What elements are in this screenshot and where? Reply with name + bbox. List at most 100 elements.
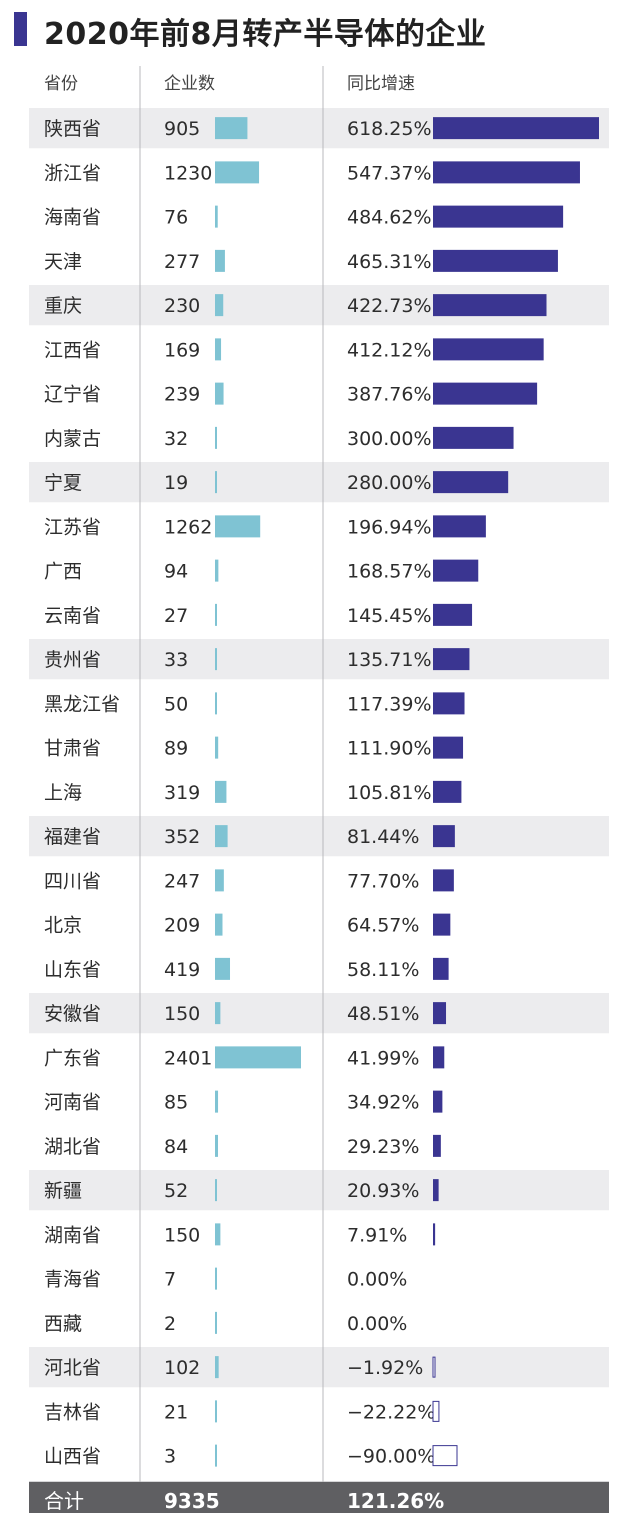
- growth-label: 20.93%: [347, 1180, 419, 1202]
- count-bar: [215, 1046, 301, 1069]
- growth-bar-negative: [432, 1445, 458, 1467]
- count-bar: [215, 736, 219, 759]
- chart-title: 2020年前8月转产半导体的企业: [44, 17, 487, 52]
- growth-bar: [433, 559, 479, 582]
- count-label: 209: [164, 915, 200, 937]
- growth-bar: [433, 957, 449, 980]
- total-count: 9335: [164, 1489, 220, 1513]
- growth-bar: [433, 1002, 447, 1025]
- growth-label: 547.37%: [347, 162, 432, 184]
- province-label: 云南省: [44, 605, 101, 627]
- growth-bar: [433, 913, 451, 936]
- row-band: [29, 639, 609, 680]
- growth-label: 0.00%: [347, 1313, 407, 1335]
- province-label: 河南省: [44, 1092, 101, 1114]
- growth-bar: [433, 515, 486, 538]
- province-label: 江西省: [44, 339, 101, 361]
- growth-label: 58.11%: [347, 959, 419, 981]
- count-bar: [215, 515, 261, 538]
- column-header-growth: 同比增速: [347, 74, 415, 94]
- growth-bar: [433, 161, 580, 184]
- growth-bar: [433, 648, 470, 671]
- count-label: 277: [164, 251, 200, 273]
- province-label: 江苏省: [44, 516, 101, 538]
- count-label: 7: [164, 1269, 176, 1291]
- province-label: 河北省: [44, 1357, 101, 1379]
- growth-label: −22.22%: [347, 1401, 435, 1423]
- growth-bar: [433, 426, 514, 449]
- growth-bar: [433, 869, 454, 892]
- count-bar: [215, 338, 222, 361]
- growth-bar: [433, 1179, 439, 1202]
- count-label: 2401: [164, 1047, 212, 1069]
- count-label: 419: [164, 959, 200, 981]
- province-label: 广东省: [44, 1047, 101, 1069]
- count-label: 1230: [164, 162, 212, 184]
- growth-bar: [433, 692, 465, 715]
- growth-bar: [433, 382, 538, 405]
- count-label: 239: [164, 384, 200, 406]
- count-bar: [215, 1400, 217, 1423]
- count-label: 905: [164, 118, 200, 140]
- province-label: 吉林省: [44, 1401, 101, 1423]
- growth-bar-negative: [432, 1400, 440, 1422]
- province-label: 福建省: [44, 826, 101, 848]
- province-label: 重庆: [44, 295, 82, 317]
- growth-bar: [433, 294, 547, 317]
- province-label: 内蒙古: [44, 428, 101, 450]
- growth-label: 0.00%: [347, 1269, 407, 1291]
- column-header-count: 企业数: [164, 74, 215, 94]
- growth-bar: [433, 736, 464, 759]
- growth-label: 387.76%: [347, 384, 432, 406]
- count-label: 89: [164, 738, 188, 760]
- count-bar: [215, 1090, 219, 1113]
- count-label: 150: [164, 1224, 200, 1246]
- growth-label: 196.94%: [347, 516, 432, 538]
- count-label: 94: [164, 561, 188, 583]
- growth-label: 64.57%: [347, 915, 419, 937]
- province-label: 山西省: [44, 1446, 101, 1468]
- title-accent-bar: [14, 12, 27, 46]
- province-label: 海南省: [44, 207, 101, 229]
- row-band: [29, 816, 609, 857]
- province-label: 浙江省: [44, 162, 101, 184]
- count-bar: [215, 117, 248, 140]
- growth-label: 7.91%: [347, 1224, 407, 1246]
- growth-label: 465.31%: [347, 251, 432, 273]
- count-label: 2: [164, 1313, 176, 1335]
- row-band: [29, 1347, 609, 1388]
- growth-bar: [433, 205, 564, 228]
- growth-bar: [433, 1046, 445, 1069]
- growth-label: 422.73%: [347, 295, 432, 317]
- row-band: [29, 462, 609, 503]
- count-label: 32: [164, 428, 188, 450]
- growth-label: 48.51%: [347, 1003, 419, 1025]
- count-bar: [215, 1311, 217, 1334]
- count-bar: [215, 1002, 221, 1025]
- growth-bar: [433, 780, 462, 803]
- province-label: 甘肃省: [44, 738, 101, 760]
- growth-label: 618.25%: [347, 118, 432, 140]
- count-bar: [215, 603, 217, 626]
- growth-bar: [433, 338, 544, 361]
- count-bar: [215, 559, 219, 582]
- count-bar: [215, 1134, 219, 1157]
- total-label: 合计: [44, 1489, 84, 1513]
- province-label: 广西: [44, 561, 82, 583]
- growth-label: 300.00%: [347, 428, 432, 450]
- count-label: 150: [164, 1003, 200, 1025]
- growth-label: −1.92%: [347, 1357, 423, 1379]
- count-bar: [215, 869, 224, 892]
- province-label: 安徽省: [44, 1003, 101, 1025]
- province-label: 新疆: [44, 1180, 82, 1202]
- growth-label: 135.71%: [347, 649, 432, 671]
- count-bar: [215, 913, 223, 936]
- count-bar: [215, 294, 224, 317]
- total-row-background: [29, 1481, 609, 1513]
- count-label: 3: [164, 1446, 176, 1468]
- growth-bar: [433, 117, 599, 140]
- row-band: [29, 993, 609, 1034]
- column-header-province: 省份: [44, 74, 78, 94]
- growth-label: 29.23%: [347, 1136, 419, 1158]
